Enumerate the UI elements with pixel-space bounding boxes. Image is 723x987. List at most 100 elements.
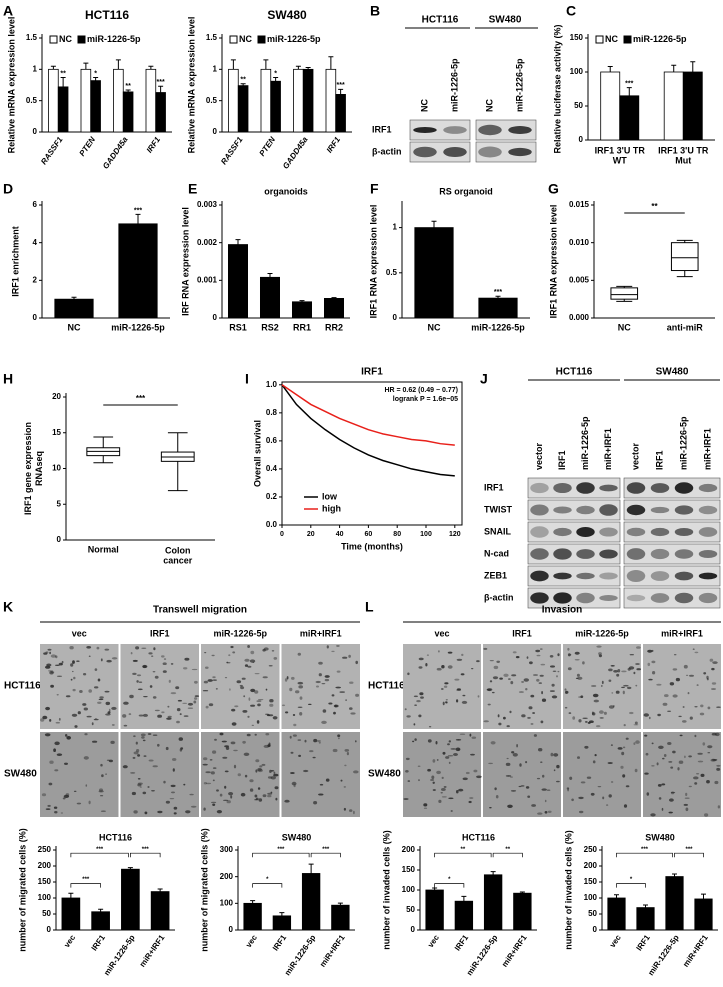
bar — [48, 68, 59, 133]
cell-speck — [523, 678, 529, 682]
cell-speck — [143, 696, 148, 698]
cell-speck — [418, 779, 420, 782]
x-tick-label: miR-1226-5p — [283, 933, 318, 977]
cell-speck — [319, 783, 324, 786]
cell-speck — [575, 677, 579, 680]
cell-speck — [503, 673, 509, 677]
cell-speck — [98, 790, 104, 793]
cell-speck — [97, 678, 101, 682]
cell-speck — [684, 797, 690, 799]
error-bar — [431, 220, 437, 228]
cell-speck — [212, 679, 217, 681]
cell-speck — [70, 663, 74, 667]
cell-speck — [230, 645, 234, 649]
blot-band — [443, 146, 467, 158]
error-bar — [328, 56, 334, 70]
error-bar — [338, 88, 344, 95]
cell-speck — [72, 660, 75, 664]
cell-speck — [407, 780, 411, 782]
cell-speck — [289, 687, 293, 692]
cell-speck — [622, 774, 626, 778]
error-bar — [115, 59, 121, 70]
cell-speck — [73, 676, 76, 680]
cell-speck — [447, 651, 453, 654]
cell-speck — [173, 806, 178, 810]
chart-title: RS organoid — [439, 186, 493, 196]
cell-speck — [687, 692, 690, 695]
significance: *** — [82, 877, 90, 883]
blot-strip — [527, 587, 621, 609]
cell-speck — [148, 652, 153, 655]
cell-speck — [55, 721, 60, 724]
cell-speck — [462, 694, 466, 697]
blot-band — [650, 548, 670, 560]
x-tick-label: IRF1 — [271, 933, 289, 953]
error-bar — [230, 59, 236, 70]
cell-speck — [428, 726, 432, 728]
cell-speck — [70, 678, 73, 681]
cell-speck — [60, 812, 64, 814]
cell-speck — [564, 706, 568, 709]
cell-speck — [661, 783, 666, 786]
cell-speck — [594, 754, 597, 757]
lane-label: vector — [630, 442, 640, 470]
cell-speck — [706, 780, 710, 784]
cell-speck — [273, 771, 276, 775]
cell-speck — [508, 678, 511, 680]
cell-speck — [108, 759, 113, 763]
row-label: N-cad — [484, 548, 509, 558]
cell-speck — [62, 797, 66, 800]
error-bar — [331, 297, 337, 299]
cell-speck — [178, 737, 183, 741]
cell-speck — [100, 658, 103, 662]
blot-strip — [475, 141, 537, 163]
x-tick-label: Colon — [165, 545, 191, 555]
cell-speck — [657, 784, 662, 787]
cell-speck — [438, 799, 442, 804]
micrograph — [643, 732, 721, 817]
blot-band — [576, 505, 595, 515]
cell-speck — [509, 710, 512, 714]
cell-speck — [432, 759, 436, 763]
panel-letter: C — [566, 3, 576, 19]
cell-speck — [230, 795, 233, 799]
cell-speck — [257, 767, 262, 772]
cell-speck — [49, 671, 54, 675]
cell-speck — [97, 701, 102, 704]
y-axis-label: number of invaded cells (%) — [563, 830, 573, 950]
blot-band — [576, 527, 595, 537]
cell-speck — [333, 711, 336, 715]
cell-speck — [627, 686, 632, 690]
cell-speck — [542, 774, 545, 778]
cell-speck — [456, 689, 462, 691]
cell-speck — [592, 693, 599, 698]
cell-speck — [350, 712, 356, 715]
cell-speck — [539, 648, 543, 650]
cell-speck — [86, 646, 92, 649]
cell-speck — [337, 734, 341, 737]
cell-speck — [45, 808, 51, 810]
cell-speck — [273, 773, 279, 777]
y-tick-label: 200 — [584, 861, 598, 870]
cell-speck — [489, 680, 493, 683]
cell-speck — [190, 805, 197, 808]
significance: * — [630, 877, 633, 883]
cell-speck — [353, 770, 359, 774]
cell-speck — [656, 762, 659, 766]
cell-speck — [633, 671, 636, 675]
cell-speck — [571, 798, 574, 802]
blot-band — [674, 549, 694, 559]
cell-speck — [696, 684, 699, 686]
cell-speck — [441, 788, 446, 791]
y-axis-label: IRF1 gene expression — [23, 422, 33, 515]
cell-speck — [448, 740, 451, 743]
cell-speck — [547, 810, 552, 813]
cell-speck — [72, 670, 74, 673]
cell-speck — [590, 792, 595, 796]
cell-speck — [258, 798, 263, 802]
comparison-bracket — [674, 852, 704, 858]
blot-band — [674, 528, 694, 536]
cell-speck — [335, 686, 342, 689]
cell-speck — [163, 780, 166, 784]
x-tick-label: IRF1 — [145, 135, 163, 155]
